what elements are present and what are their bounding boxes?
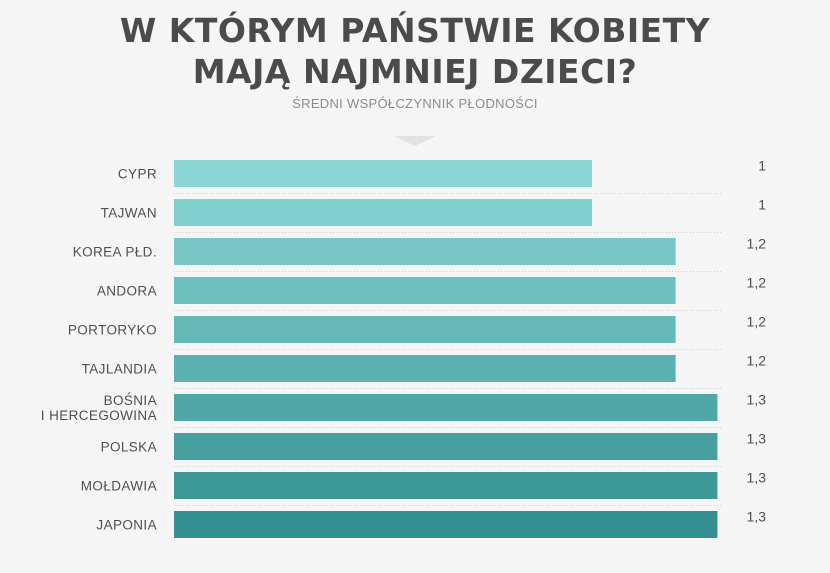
value-label: 1,3 [747,431,767,447]
category-label: TAJWAN [101,206,157,221]
bar [174,277,676,304]
bar [174,160,592,187]
value-label: 1,3 [747,470,767,486]
chart-title: W KTÓRYM PAŃSTWIE KOBIETY MAJĄ NAJMNIEJ … [0,10,830,92]
category-label: JAPONIA [96,518,157,533]
category-label: TAJLANDIA [82,362,157,377]
category-label: CYPR [118,167,157,182]
pointer-triangle [394,136,436,146]
value-label: 1 [758,197,766,213]
category-label: MOŁDAWIA [81,479,157,494]
category-label: PORTORYKO [68,323,157,338]
category-label: POLSKA [101,440,157,455]
chart-title-line-1: W KTÓRYM PAŃSTWIE KOBIETY [119,11,711,50]
bar [174,433,718,460]
chart-title-line-2: MAJĄ NAJMNIEJ DZIECI? [192,52,638,91]
category-label: KOREA PŁD. [73,245,157,260]
category-label: ANDORA [97,284,157,299]
bar [174,199,592,226]
value-label: 1,2 [747,275,767,291]
value-label: 1,2 [747,314,767,330]
bar [174,316,676,343]
bar [174,394,718,421]
value-label: 1,2 [747,353,767,369]
bar [174,238,676,265]
category-label: I HERCEGOWINA [41,408,157,423]
bar [174,511,718,538]
value-label: 1,3 [747,509,767,525]
bar [174,472,718,499]
chart-subtitle: ŚREDNI WSPÓŁCZYNNIK PŁODNOŚCI [292,96,538,111]
category-label: BOŚNIA [104,393,157,408]
value-label: 1,3 [747,392,767,408]
value-label: 1 [758,158,766,174]
bar [174,355,676,382]
value-label: 1,2 [747,236,767,252]
